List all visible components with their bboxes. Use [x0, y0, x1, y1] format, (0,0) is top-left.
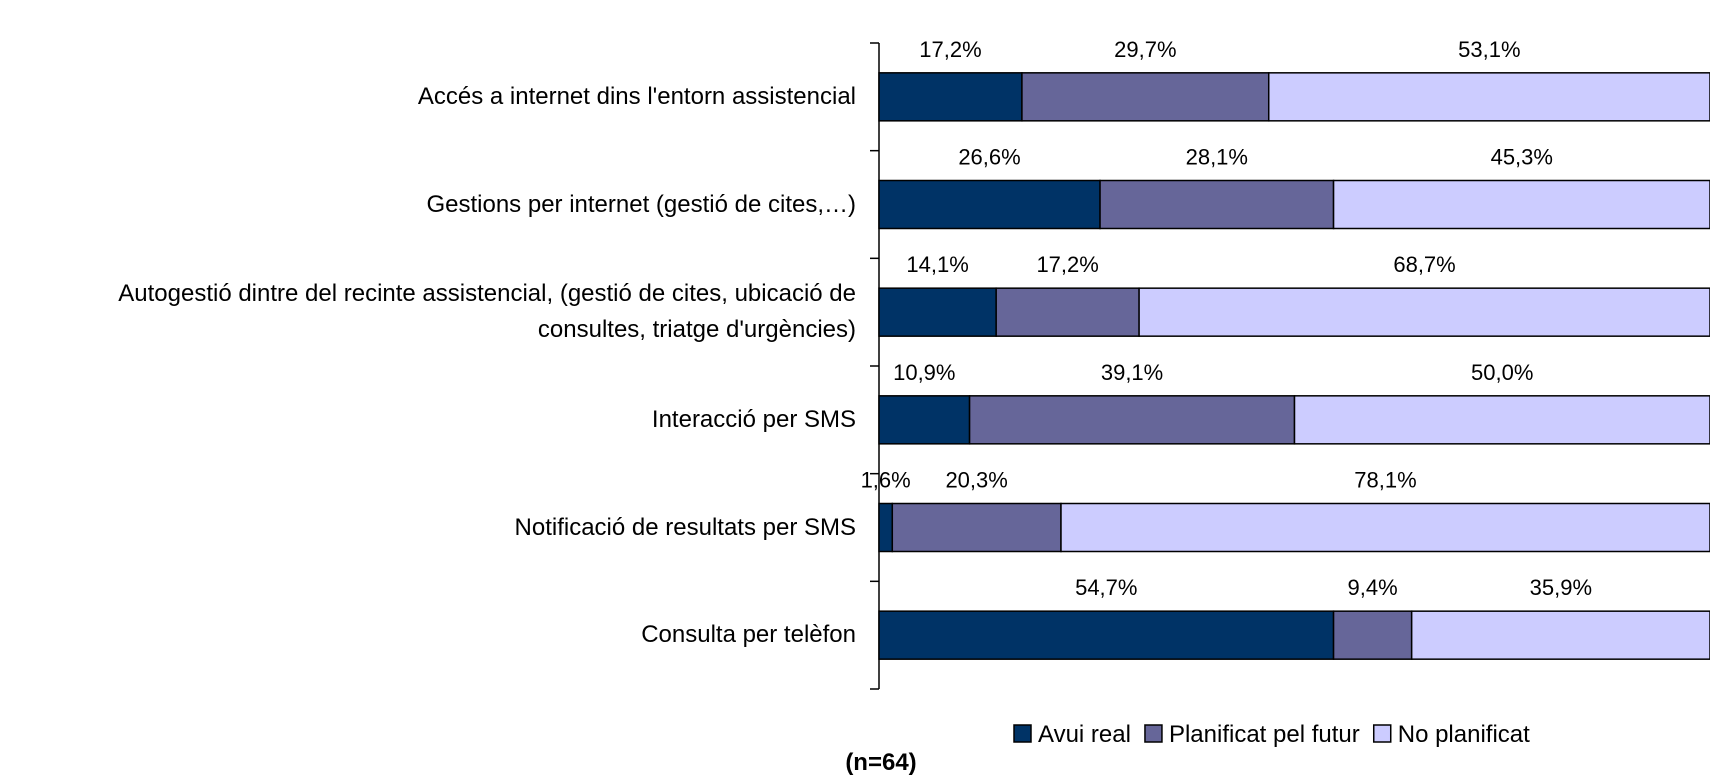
legend-swatch [1013, 724, 1032, 743]
category-label: Notificació de resultats per SMS [514, 513, 856, 541]
note: (n=64) [845, 749, 916, 775]
value-label: 45,3% [1491, 145, 1553, 170]
legend-label: Avui real [1038, 721, 1131, 748]
bar-segment [1138, 287, 1710, 337]
category-label-box: Consulta per telèfon [641, 621, 856, 649]
bar-segment [1293, 395, 1710, 445]
category-label: Autogestió dintre del recinte assistenci… [118, 280, 856, 344]
legend-label: Planificat pel futur [1169, 721, 1360, 748]
bar-segment [1332, 179, 1710, 230]
value-label: 78,1% [1354, 468, 1416, 493]
bar-segment [968, 395, 1296, 445]
value-label: 17,2% [1036, 252, 1098, 277]
category-label-box: Interacció per SMS [651, 405, 856, 433]
bar-segment [1021, 72, 1270, 122]
value-label: 50,0% [1471, 360, 1533, 385]
category-label-box: Notificació de resultats per SMS [514, 513, 856, 541]
bar-segment [878, 287, 997, 337]
category-label-box: Accés a internet dins l'entorn assistenc… [417, 82, 856, 110]
value-label: 29,7% [1114, 37, 1176, 62]
value-label: 26,6% [958, 145, 1020, 170]
bar-segment [995, 287, 1140, 337]
category-label: Accés a internet dins l'entorn assistenc… [417, 82, 856, 110]
category-label: Interacció per SMS [651, 405, 856, 433]
category-label-box: Gestions per internet (gestió de cites,…… [426, 190, 856, 218]
bar-segment [878, 395, 971, 445]
bar-segment [878, 72, 1023, 122]
value-label: 17,2% [919, 37, 981, 62]
bar-segment [1060, 502, 1710, 553]
category-label: Consulta per telèfon [641, 621, 856, 649]
value-label: 54,7% [1075, 575, 1137, 600]
bar-segment [1410, 610, 1710, 660]
value-label: 35,9% [1530, 575, 1592, 600]
bar-segment [878, 502, 894, 553]
bar-segment [1267, 72, 1710, 122]
legend-swatch [1372, 724, 1392, 743]
bar-segment [878, 610, 1335, 660]
category-label: Gestions per internet (gestió de cites,…… [426, 190, 856, 218]
value-label: 68,7% [1393, 252, 1455, 277]
bar-segment [878, 179, 1101, 230]
bar-segment [891, 502, 1062, 553]
bar-segment [1099, 179, 1335, 230]
category-label-box: Autogestió dintre del recinte assistenci… [118, 280, 856, 344]
legend-swatch [1144, 724, 1163, 743]
value-label: 9,4% [1348, 575, 1398, 600]
legend-label: No planificat [1398, 721, 1530, 748]
bar-segment [1332, 610, 1413, 660]
value-label: 1,6% [861, 468, 911, 493]
value-label: 28,1% [1186, 145, 1248, 170]
value-label: 14,1% [906, 252, 968, 277]
value-label: 10,9% [893, 360, 955, 385]
value-label: 39,1% [1101, 360, 1163, 385]
value-label: 20,3% [945, 468, 1007, 493]
value-label: 53,1% [1458, 37, 1520, 62]
